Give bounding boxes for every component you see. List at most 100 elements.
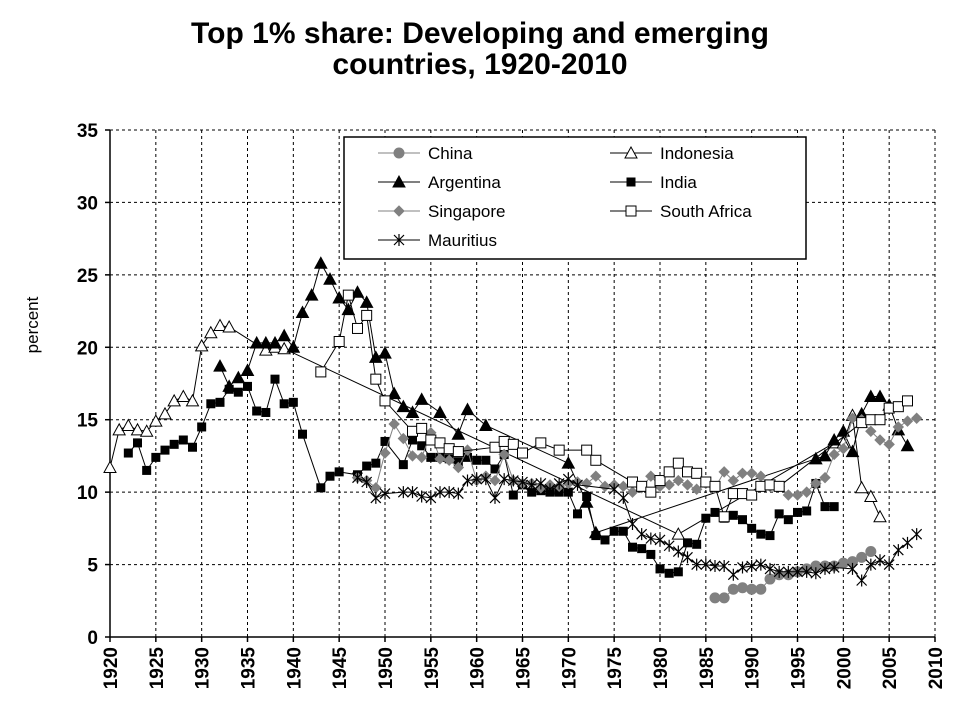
- legend-item-south-africa: South Africa: [610, 202, 752, 221]
- point-south-africa: [737, 488, 748, 500]
- point-argentina: [304, 288, 319, 301]
- point-mauritius: [617, 491, 629, 504]
- point-mauritius: [452, 487, 464, 500]
- legend-label-argentina: Argentina: [428, 173, 501, 192]
- point-india: [325, 471, 335, 481]
- point-mauritius: [416, 490, 428, 503]
- legend-label-indonesia: Indonesia: [660, 144, 734, 163]
- point-mauritius: [608, 483, 620, 496]
- point-china: [764, 573, 776, 585]
- point-singapore: [681, 479, 694, 491]
- point-mauritius: [654, 533, 666, 546]
- point-south-africa: [498, 435, 510, 447]
- point-indonesia: [194, 338, 209, 352]
- point-mauritius: [553, 477, 565, 490]
- point-argentina: [845, 444, 860, 458]
- point-mauritius: [709, 560, 721, 573]
- series-layer: [103, 256, 923, 604]
- point-mauritius: [792, 565, 803, 578]
- point-singapore: [379, 447, 391, 459]
- point-mauritius: [462, 474, 473, 487]
- point-singapore: [434, 453, 446, 465]
- point-mauritius: [471, 473, 483, 486]
- point-mauritius: [700, 558, 712, 571]
- point-mauritius: [737, 561, 748, 574]
- point-india: [298, 429, 307, 439]
- x-tick-label: 1945: [330, 647, 351, 690]
- point-india: [637, 544, 647, 554]
- point-south-africa: [654, 475, 666, 487]
- point-india: [683, 538, 692, 548]
- point-south-africa: [333, 335, 345, 347]
- point-singapore: [800, 486, 813, 498]
- point-south-africa: [553, 444, 565, 456]
- point-mauritius: [636, 528, 648, 541]
- point-south-africa: [535, 437, 547, 449]
- point-argentina: [873, 389, 887, 403]
- point-singapore: [837, 442, 850, 455]
- point-india: [243, 381, 252, 391]
- point-mauritius: [397, 486, 409, 499]
- legend-box: [343, 136, 807, 260]
- point-china: [727, 583, 739, 595]
- point-singapore: [663, 479, 675, 491]
- point-mauritius: [801, 565, 813, 578]
- point-singapore: [782, 489, 795, 501]
- point-indonesia: [854, 480, 869, 494]
- legend-label-china: China: [428, 144, 473, 163]
- point-mauritius: [361, 476, 373, 489]
- y-tick-label: 35: [77, 121, 99, 142]
- point-india: [279, 399, 289, 409]
- point-india: [481, 455, 491, 465]
- legend-item-china: China: [378, 144, 473, 163]
- point-singapore: [388, 418, 400, 430]
- point-south-africa: [718, 511, 730, 523]
- point-singapore: [791, 489, 804, 501]
- point-south-africa: [773, 480, 785, 492]
- point-mauritius: [810, 567, 822, 580]
- x-tick-label: 1980: [651, 647, 672, 689]
- point-mauritius: [480, 473, 492, 486]
- point-argentina: [827, 432, 842, 446]
- point-south-africa: [517, 447, 528, 459]
- point-south-africa: [315, 366, 327, 378]
- legend-marker-singapore: [393, 205, 405, 217]
- point-mauritius: [691, 558, 703, 571]
- x-tick-label: 1930: [193, 647, 214, 689]
- y-tick-label: 20: [77, 338, 98, 359]
- point-singapore: [452, 461, 465, 474]
- point-south-africa: [352, 322, 363, 334]
- point-argentina: [460, 402, 475, 416]
- point-india: [628, 542, 637, 552]
- point-india: [747, 523, 757, 533]
- x-tick-label: 1960: [468, 647, 489, 689]
- y-tick-label: 15: [77, 411, 99, 432]
- point-singapore: [910, 412, 923, 424]
- point-india: [591, 531, 601, 541]
- point-india: [233, 387, 243, 397]
- point-india: [582, 491, 592, 501]
- point-argentina: [249, 335, 264, 349]
- point-argentina: [818, 448, 832, 462]
- point-india: [738, 515, 747, 525]
- point-india: [288, 397, 298, 407]
- point-india: [701, 513, 711, 523]
- point-south-africa: [902, 395, 913, 407]
- point-china: [837, 557, 849, 569]
- chart-title: Top 1% share: Developing and emerging co…: [191, 17, 769, 81]
- point-india: [756, 529, 766, 539]
- point-singapore: [672, 474, 685, 487]
- point-india: [270, 374, 280, 384]
- point-argentina: [332, 290, 347, 304]
- point-argentina: [405, 405, 420, 418]
- y-axis-label: percent: [23, 296, 42, 353]
- point-singapore: [415, 451, 428, 464]
- point-singapore: [892, 421, 905, 433]
- point-indonesia: [863, 489, 878, 502]
- legend-marker-india: [626, 177, 636, 187]
- point-indonesia: [121, 418, 136, 432]
- point-singapore: [828, 448, 840, 461]
- point-indonesia: [158, 406, 172, 420]
- point-indonesia: [103, 460, 117, 474]
